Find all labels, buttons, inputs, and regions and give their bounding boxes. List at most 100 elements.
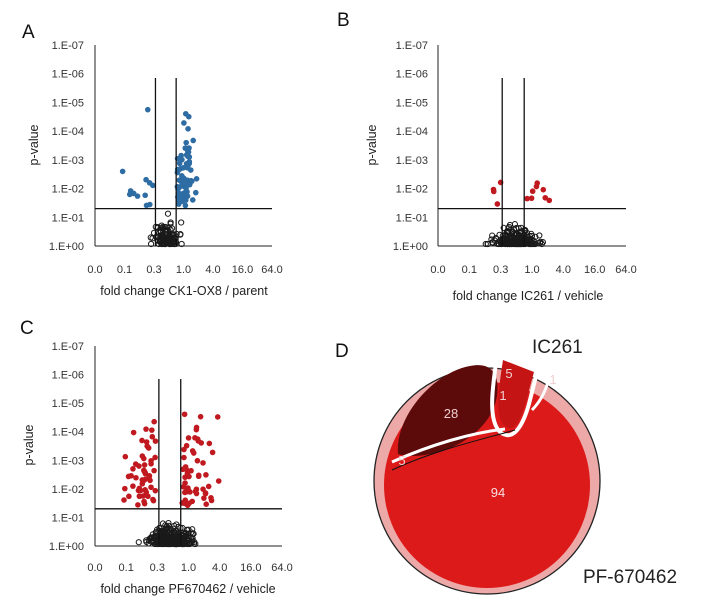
significant-point [184,485,190,492]
significant-point [215,478,222,484]
nonsignificant-point [536,239,544,246]
significant-point [148,457,154,464]
x-tick-label: 0.3 [493,264,508,276]
x-tick-label: 0.1 [462,264,477,276]
nonsignificant-point [504,240,511,248]
significant-point [494,201,501,207]
significant-point [144,106,151,113]
significant-point [147,477,153,484]
significant-point [152,438,159,444]
significant-point [179,156,185,163]
x-tick-label: 0.0 [430,264,445,276]
y-tick-labels: 1.E-07 1.E-06 1.E-05 1.E-04 1.E-03 1.E-0… [49,40,84,253]
significant-point [181,411,188,418]
significant-point [130,429,137,436]
significant-point [151,467,157,474]
significant-point [185,435,192,441]
significant-point [193,176,200,182]
nonsignificant-point [181,530,188,537]
significant-point [143,439,150,445]
y-tick-labels: 1.E-07 1.E-06 1.E-05 1.E-04 1.E-03 1.E-0… [49,341,84,553]
nonsignificant-point [168,534,176,541]
significant-point [182,145,189,151]
significant-point [181,454,187,461]
significant-point [126,493,132,500]
panel-letter-c: C [20,318,34,339]
significant-point [182,202,189,209]
significant-point [141,467,147,474]
nonsignificant-point [168,231,175,238]
y-tick-label: 1.E-05 [52,97,84,109]
x-tick-label: 1.0 [524,264,539,276]
panel-letter-b: B [337,10,350,31]
nonsignificant-point [154,540,161,548]
nonsignificant-point [522,235,529,242]
significant-point [122,453,129,460]
venn-label-5-top: 5 [505,366,512,381]
significant-point [546,197,553,204]
panel-letter-d: D [335,341,349,362]
panel-c: C 1.E-07 1.E-06 1.E-05 1.E-04 1.E-03 1.E… [20,318,293,596]
significant-point [181,446,187,453]
significant-point [145,445,152,451]
nonsignificant-point [135,539,142,546]
significant-point [180,175,187,181]
significant-point [197,413,204,420]
nonsignificant-point [513,225,520,232]
nonsignificant-point [506,221,514,229]
significant-point [122,485,128,492]
nonsignificant-point [484,240,491,248]
nonsignificant-point [512,240,519,247]
nonsignificant-point [178,219,185,226]
significant-point [149,182,156,189]
significant-point [149,427,155,433]
significant-point [148,484,154,491]
y-tick-label: 1.E-02 [396,184,428,196]
significant-point [193,490,200,497]
y-tick-label: 1.E-07 [52,341,84,353]
significant-point [540,186,547,193]
significant-point [202,490,209,496]
nonsignificant-point [148,537,155,544]
nonsignificant-point [505,228,512,235]
y-tick-label: 1.E+00 [49,541,84,553]
y-tick-label: 1.E-06 [396,69,428,81]
significant-point [524,195,530,202]
nonsignificant-point [172,234,179,242]
significant-point [185,149,192,155]
venn-label-1-center: 1 [499,388,506,403]
significant-point [137,487,144,494]
nonsignificant-point [159,240,166,248]
significant-point [139,477,146,483]
significant-point [185,126,191,132]
y-tick-label: 1.E-06 [52,370,84,382]
nonsignificant-point [517,233,524,240]
nonsignificant-point [536,232,543,239]
significant-point [490,186,497,193]
significant-point [209,449,216,456]
y-tick-label: 1.E-01 [52,512,84,524]
venn-label-28: 28 [444,406,458,421]
significant-point [152,487,159,494]
panel-letter-a: A [22,22,35,43]
nonsignificant-point [189,535,196,542]
nonsignificant-point [164,210,172,217]
y-tick-label: 1.E-04 [396,126,428,138]
x-tick-labels: 0.0 0.1 0.3 1.0 4.0 16.0 64.0 [87,264,282,276]
y-tick-label: 1.E-06 [52,69,84,81]
significant-point [133,474,139,481]
y-tick-label: 1.E-04 [52,427,84,439]
significant-point [176,190,183,197]
y-tick-label: 1.E-03 [52,155,84,167]
venn-ic261-sliver [539,376,566,390]
nonsignificant-point [166,233,174,240]
significant-point [178,152,184,159]
nonsignificant-point [188,529,195,536]
significant-point [533,183,540,190]
significant-point [142,192,148,199]
x-tick-label: 4.0 [205,264,220,276]
y-tick-label: 1.E-07 [396,40,428,52]
significant-point [186,500,192,507]
significant-point [189,448,196,454]
significant-point [193,486,200,493]
